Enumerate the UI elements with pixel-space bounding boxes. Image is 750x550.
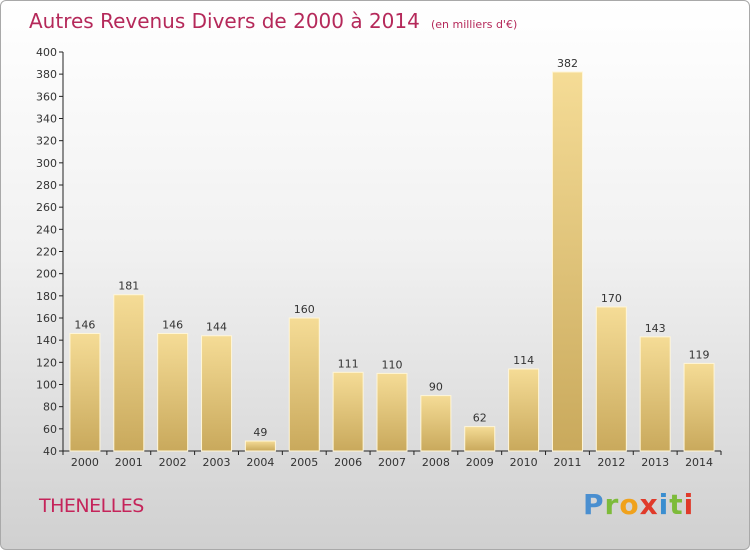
y-tick-label: 60 <box>43 423 57 436</box>
y-tick-label: 220 <box>36 246 57 259</box>
value-label-2009: 62 <box>473 412 487 425</box>
value-label-2014: 119 <box>689 348 710 361</box>
value-label-2011: 382 <box>557 57 578 70</box>
value-label-2000: 146 <box>74 319 95 332</box>
x-tick-label: 2003 <box>203 456 231 469</box>
bar-2008 <box>420 395 452 452</box>
x-tick-label: 2012 <box>597 456 625 469</box>
bar-2012 <box>595 306 627 452</box>
bar-2005 <box>288 317 320 452</box>
y-tick-label: 340 <box>36 113 57 126</box>
chart-title: Autres Revenus Divers de 2000 à 2014 (en… <box>29 9 517 33</box>
x-tick-label: 2004 <box>246 456 274 469</box>
value-label-2004: 49 <box>253 426 267 439</box>
chart-title-main: Autres Revenus Divers de 2000 à 2014 <box>29 9 420 33</box>
value-label-2008: 90 <box>429 381 443 394</box>
bars <box>69 71 715 452</box>
y-axis: 40 60 80 100 120 140 160 180 200 220 240 260 280 300 3… <box>36 46 64 458</box>
y-tick-label: 380 <box>36 68 57 81</box>
bar-2000 <box>69 333 101 452</box>
y-tick-label: 180 <box>36 290 57 303</box>
y-tick-label: 140 <box>36 334 57 347</box>
y-tick-label: 120 <box>36 356 57 369</box>
y-tick-label: 160 <box>36 312 57 325</box>
bar-2009 <box>464 426 496 452</box>
x-tick-label: 2000 <box>71 456 99 469</box>
x-axis: 2000 2001 2002 2003 2004 2005 2006 2007 2008 2009… <box>62 450 722 469</box>
y-tick-label: 240 <box>36 223 57 236</box>
x-tick-label: 2013 <box>641 456 669 469</box>
y-tick-label: 260 <box>36 201 57 214</box>
x-tick-label: 2005 <box>290 456 318 469</box>
value-label-2003: 144 <box>206 321 227 334</box>
x-tick-label: 2002 <box>159 456 187 469</box>
bar-2001 <box>113 294 145 452</box>
x-tick-label: 2011 <box>553 456 581 469</box>
y-tick-label: 300 <box>36 157 57 170</box>
value-label-2007: 110 <box>382 358 403 371</box>
value-label-2013: 143 <box>645 322 666 335</box>
bar-2002 <box>157 333 189 452</box>
bar-2006 <box>332 371 364 452</box>
y-tick-label: 200 <box>36 268 57 281</box>
y-tick-label: 100 <box>36 379 57 392</box>
value-labels: 146 181 146 144 49 160 111 110 90 62 114 382 170 143 1… <box>74 57 709 439</box>
x-tick-label: 2007 <box>378 456 406 469</box>
y-tick-label: 80 <box>43 401 57 414</box>
chart-title-unit: (en milliers d'€) <box>430 18 518 31</box>
value-label-2010: 114 <box>513 354 534 367</box>
x-tick-label: 2001 <box>115 456 143 469</box>
bar-2003 <box>201 335 233 452</box>
x-tick-label: 2010 <box>510 456 538 469</box>
bar-2004 <box>244 440 276 452</box>
x-tick-label: 2008 <box>422 456 450 469</box>
value-label-2006: 111 <box>338 357 359 370</box>
bar-2014 <box>683 362 715 452</box>
y-tick-label: 400 <box>36 46 57 59</box>
x-tick-label: 2009 <box>466 456 494 469</box>
proxiti-logo: Proxiti <box>583 488 695 521</box>
x-tick-label: 2014 <box>685 456 713 469</box>
y-tick-label: 320 <box>36 135 57 148</box>
bar-2010 <box>508 368 540 452</box>
bar-2013 <box>639 336 671 452</box>
commune-name: THENELLES <box>39 495 144 517</box>
y-tick-label: 40 <box>43 445 57 458</box>
y-tick-label: 280 <box>36 179 57 192</box>
bar-2007 <box>376 372 408 452</box>
y-tick-label: 360 <box>36 90 57 103</box>
value-label-2002: 146 <box>162 319 183 332</box>
bar-2011 <box>551 71 583 452</box>
value-label-2012: 170 <box>601 292 622 305</box>
x-tick-label: 2006 <box>334 456 362 469</box>
value-label-2001: 181 <box>118 280 139 293</box>
value-label-2005: 160 <box>294 303 315 316</box>
